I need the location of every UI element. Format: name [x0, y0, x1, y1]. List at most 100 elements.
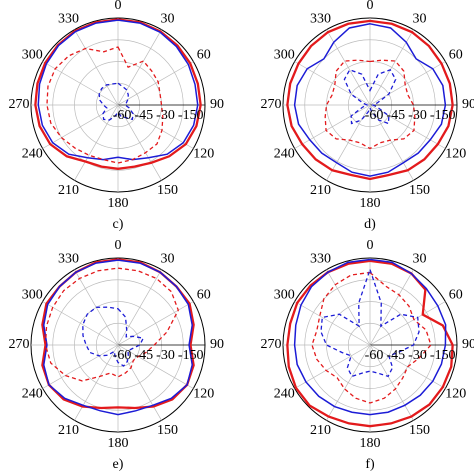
- grid-spoke: [369, 301, 446, 346]
- r-tick-label: -45: [386, 348, 405, 363]
- grid-spoke: [294, 344, 371, 389]
- pattern-curve: [286, 259, 454, 428]
- pattern-curve: [44, 267, 179, 382]
- angle-label: 150: [409, 183, 430, 198]
- pattern-curve: [286, 19, 454, 181]
- angle-label: 0: [367, 0, 374, 13]
- angle-label: 90: [210, 337, 224, 352]
- angle-label: 300: [274, 48, 295, 63]
- angle-label: 0: [367, 238, 374, 253]
- grid-spoke: [369, 344, 414, 421]
- angle-label: 270: [9, 97, 30, 112]
- grid-spoke: [117, 344, 162, 421]
- grid-spoke: [117, 269, 162, 346]
- r-tick-label: -60: [113, 348, 132, 363]
- angle-label: 330: [310, 251, 331, 266]
- grid-spoke: [42, 104, 119, 149]
- angle-label: 90: [462, 337, 474, 352]
- r-tick-label: -30: [408, 108, 427, 123]
- pattern-curve: [37, 19, 199, 161]
- grid-spoke: [294, 301, 371, 346]
- grid-spoke: [74, 344, 119, 421]
- grid-spoke: [326, 344, 371, 421]
- pattern-curve: [43, 259, 193, 416]
- grid-spoke: [369, 29, 414, 106]
- angle-label: 180: [360, 196, 381, 211]
- angle-label: 270: [261, 97, 282, 112]
- angle-label: 60: [449, 48, 463, 63]
- angle-label: 180: [108, 196, 129, 211]
- grid-spoke: [117, 29, 162, 106]
- angle-label: 0: [115, 238, 122, 253]
- angle-label: 330: [310, 11, 331, 26]
- angle-label: 120: [193, 387, 214, 402]
- angle-label: 30: [413, 11, 427, 26]
- r-tick-label: -30: [408, 348, 427, 363]
- angle-label: 120: [445, 147, 466, 162]
- pattern-curve: [293, 258, 447, 416]
- angle-label: 60: [197, 288, 211, 303]
- grid-spoke: [42, 61, 119, 106]
- angle-label: 150: [157, 423, 178, 438]
- grid-spoke: [42, 301, 119, 346]
- angle-label: 60: [197, 48, 211, 63]
- grid-spoke: [74, 29, 119, 106]
- grid-spoke: [117, 344, 194, 389]
- pattern-curve: [311, 271, 432, 404]
- pattern-curve: [293, 23, 447, 177]
- r-tick-label: -60: [365, 108, 384, 123]
- r-tick-label: -15: [430, 108, 449, 123]
- angle-label: 210: [310, 183, 331, 198]
- grid-spoke: [326, 269, 371, 346]
- r-tick-label: -45: [386, 108, 405, 123]
- r-tick-label: -45: [134, 108, 153, 123]
- angle-label: 30: [161, 251, 175, 266]
- angle-label: 210: [310, 423, 331, 438]
- angle-label: 300: [22, 288, 43, 303]
- angle-label: 180: [360, 436, 381, 451]
- angle-label: 240: [274, 387, 295, 402]
- angle-label: 150: [157, 183, 178, 198]
- pattern-curve: [98, 82, 134, 121]
- angle-label: 180: [108, 436, 129, 451]
- r-tick-label: -60: [113, 108, 132, 123]
- pattern-curve: [34, 18, 202, 170]
- angle-label: 240: [22, 387, 43, 402]
- grid-spoke: [369, 104, 446, 149]
- r-tick-label: -30: [156, 108, 175, 123]
- panel-label: e): [113, 457, 124, 472]
- r-tick-label: 0: [197, 348, 204, 363]
- grid-spoke: [369, 61, 446, 106]
- panel-label: d): [364, 217, 376, 232]
- angle-label: 120: [445, 387, 466, 402]
- r-tick-label: -15: [430, 348, 449, 363]
- grid-spoke: [117, 104, 194, 149]
- grid-spoke: [294, 61, 371, 106]
- r-tick-label: 0: [197, 108, 204, 123]
- pattern-curve: [41, 258, 195, 410]
- angle-label: 240: [22, 147, 43, 162]
- angle-label: 330: [58, 11, 79, 26]
- grid-spoke: [369, 104, 414, 181]
- angle-label: 150: [409, 423, 430, 438]
- panel-label: f): [365, 457, 375, 472]
- angle-label: 30: [413, 251, 427, 266]
- angle-label: 90: [210, 97, 224, 112]
- angle-label: 240: [274, 147, 295, 162]
- pattern-curve: [324, 59, 416, 150]
- grid-spoke: [117, 61, 194, 106]
- r-tick-label: -60: [365, 348, 384, 363]
- angle-label: 90: [462, 97, 474, 112]
- grid-spoke: [326, 29, 371, 106]
- angle-label: 120: [193, 147, 214, 162]
- angle-label: 300: [274, 288, 295, 303]
- angle-label: 300: [22, 48, 43, 63]
- angle-label: 270: [261, 337, 282, 352]
- grid-spoke: [74, 104, 119, 181]
- angle-label: 210: [58, 183, 79, 198]
- pattern-curve: [82, 306, 145, 367]
- r-tick-label: 0: [449, 348, 456, 363]
- angle-label: 30: [161, 11, 175, 26]
- angle-label: 210: [58, 423, 79, 438]
